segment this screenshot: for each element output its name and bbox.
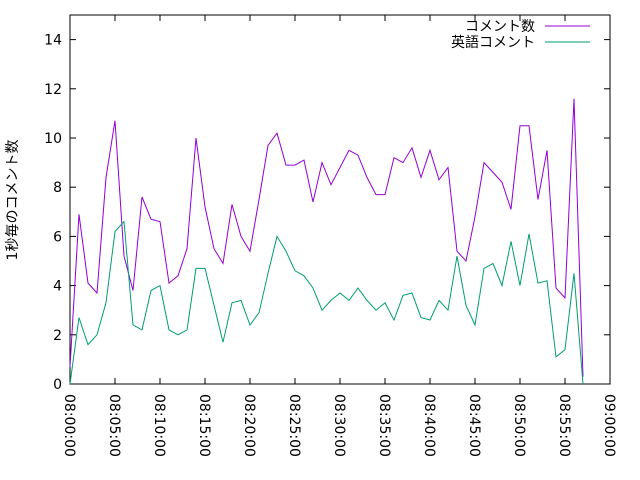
y-tick-label: 0 <box>53 377 62 393</box>
x-tick-label: 08:35:00 <box>376 394 392 457</box>
y-tick-label: 10 <box>44 131 62 147</box>
x-tick-label: 08:55:00 <box>556 394 572 457</box>
x-tick-label: 08:50:00 <box>511 394 527 457</box>
line-series <box>69 98 584 377</box>
line-series <box>69 220 584 385</box>
y-tick-label: 8 <box>53 180 62 196</box>
x-tick-label: 08:45:00 <box>466 394 482 457</box>
x-tick-label: 08:15:00 <box>196 394 212 457</box>
x-tick-label: 09:00:00 <box>601 394 617 457</box>
x-tick-label: 08:30:00 <box>331 394 347 457</box>
plot-border <box>69 14 611 385</box>
y-tick-label: 4 <box>53 279 62 295</box>
legend-label: コメント数 <box>465 19 535 35</box>
x-tick-label: 08:05:00 <box>106 394 122 457</box>
y-tick-label: 12 <box>44 82 62 98</box>
x-tick-label: 08:25:00 <box>286 394 302 457</box>
y-tick-label: 2 <box>53 328 62 344</box>
y-tick-label: 6 <box>53 229 62 245</box>
y-tick-label: 14 <box>44 33 62 49</box>
x-tick-label: 08:20:00 <box>241 394 257 457</box>
x-tick-label: 08:40:00 <box>421 394 437 457</box>
y-axis-label: 1秒毎のコメント数 <box>5 140 21 261</box>
legend-label: 英語コメント <box>451 34 535 51</box>
x-tick-label: 08:10:00 <box>151 394 167 457</box>
x-tick-label: 08:00:00 <box>61 394 77 457</box>
